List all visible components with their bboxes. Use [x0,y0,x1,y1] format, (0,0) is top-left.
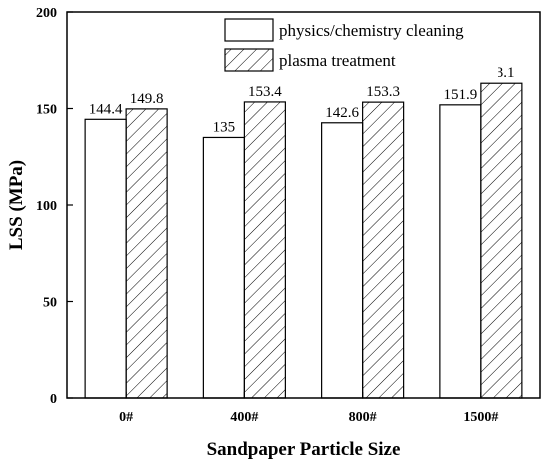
data-label: 151.9 [444,87,478,103]
legend-label: physics/chemistry cleaning [279,21,464,40]
x-tick-label: 400# [230,410,258,425]
data-label: 153.4 [248,84,282,100]
x-tick-label: 0# [119,410,133,425]
bar-physics-chemistry-cleaning [439,104,482,399]
y-tick-label: 100 [36,199,57,214]
legend-swatch [224,18,274,42]
data-label: 153.3 [366,84,400,100]
bar-plasma-treatment [480,82,523,399]
bar-physics-chemistry-cleaning [321,122,364,399]
x-axis-title: Sandpaper Particle Size [207,439,401,460]
bar-physics-chemistry-cleaning [84,118,127,399]
legend-swatch [224,48,274,72]
y-axis-title: LSS (MPa) [6,160,27,250]
bar-plasma-treatment [243,101,286,399]
bars-layer [84,82,523,399]
data-label: 144.4 [89,101,123,117]
data-label: 142.6 [325,105,359,121]
y-tick-label: 150 [36,103,57,118]
x-tick-label: 800# [349,410,377,425]
y-tick-label: 0 [50,392,57,407]
ticks-layer: 0 50 100 150 200 0# 400# 800# 1500# [36,6,498,425]
y-tick-label: 50 [43,296,57,311]
bar-physics-chemistry-cleaning [202,136,245,399]
y-tick-label: 200 [36,6,57,21]
legend: physics/chemistry cleaning plasma treatme… [221,13,498,77]
bar-plasma-treatment [125,108,168,399]
bar-plasma-treatment [362,101,405,399]
legend-label: plasma treatment [279,51,396,70]
data-label: 149.8 [130,91,164,107]
data-label: 135 [213,119,236,135]
x-tick-label: 1500# [463,410,498,425]
